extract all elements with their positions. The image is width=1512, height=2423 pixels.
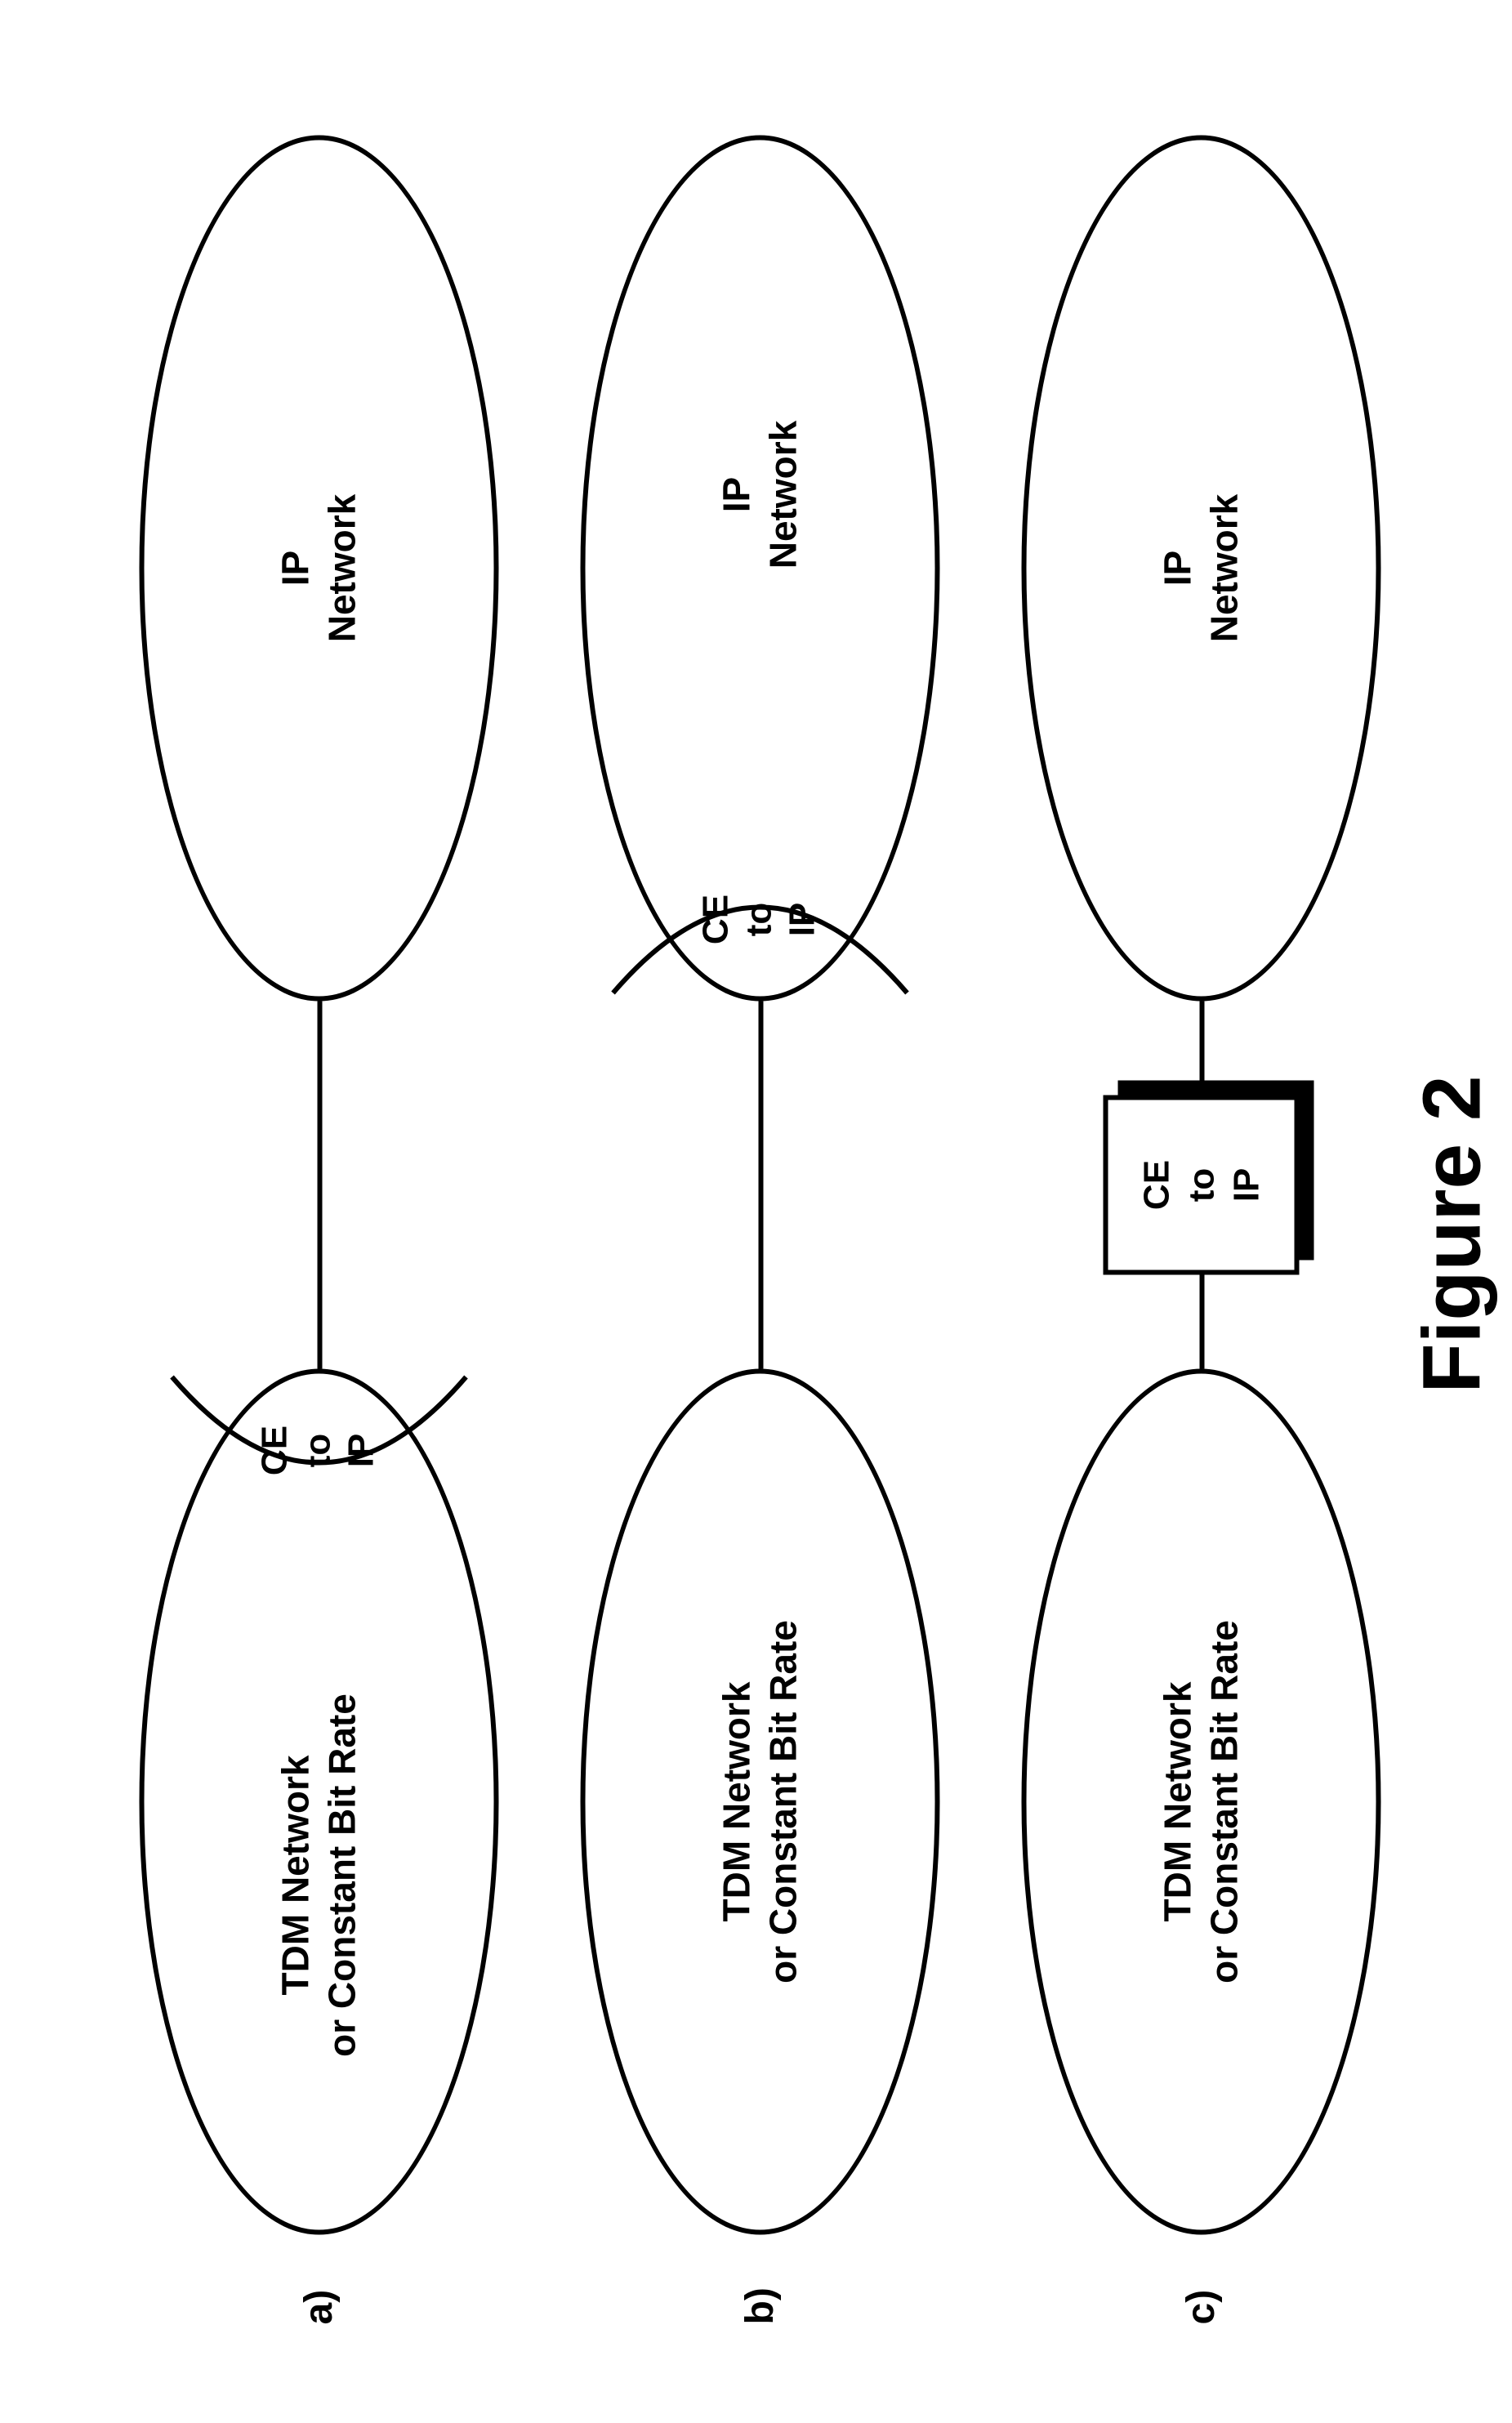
ip-text-b: IPNetwork	[713, 421, 807, 569]
row-b-label: b)	[738, 2287, 783, 2324]
tdm-text-a: TDM Networkor Constant Bit Rate	[272, 1693, 366, 2057]
ip-ellipse-a: IPNetwork	[140, 136, 499, 1002]
connector-a	[318, 1002, 323, 1369]
tdm-text-b: TDM Networkor Constant Bit Rate	[713, 1620, 807, 1983]
row-a: a) TDM Networkor Constant Bit Rate CEtoI…	[107, 0, 532, 2423]
tdm-ellipse-c: TDM Networkor Constant Bit Rate	[1022, 1369, 1381, 2235]
row-c-label: c)	[1179, 2290, 1224, 2325]
connector-b	[759, 1002, 764, 1369]
ce-box-text: CEtoIP	[1134, 1160, 1269, 1210]
connector-c-left	[1200, 1267, 1205, 1369]
row-c: c) TDM Networkor Constant Bit Rate CEtoI…	[989, 0, 1414, 2423]
row-a-label: a)	[297, 2290, 341, 2325]
ip-ellipse-c: IPNetwork	[1022, 136, 1381, 1002]
ip-text-a: IPNetwork	[272, 494, 366, 642]
row-b: b) TDM Networkor Constant Bit Rate IPNet…	[548, 0, 973, 2423]
figure-2-diagram: a) TDM Networkor Constant Bit Rate CEtoI…	[1, 0, 1512, 2423]
tdm-ellipse-b: TDM Networkor Constant Bit Rate	[581, 1369, 940, 2235]
tdm-text-c: TDM Networkor Constant Bit Rate	[1154, 1620, 1248, 1983]
figure-title: Figure 2	[1406, 1076, 1500, 1394]
ce-box: CEtoIP	[1104, 1095, 1300, 1275]
ce-box-stack: CEtoIP	[1104, 1079, 1316, 1275]
connector-c-right	[1200, 1002, 1205, 1081]
lens-text-a: CEtoIP	[254, 1394, 383, 1508]
lens-text-b: CEtoIP	[695, 863, 824, 977]
ip-text-c: IPNetwork	[1154, 494, 1248, 642]
